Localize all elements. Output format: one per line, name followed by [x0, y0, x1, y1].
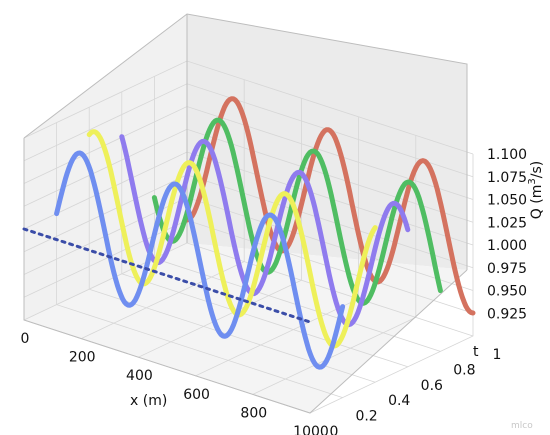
- x-tick-label: 800: [240, 405, 267, 421]
- watermark: mlco: [511, 421, 533, 431]
- z-tick-label: 1.100: [487, 147, 527, 163]
- y-tick-label: 1: [493, 347, 502, 363]
- x-axis-label: x (m): [130, 393, 167, 409]
- y-tick-label: 0.6: [421, 378, 443, 394]
- z-tick-label: 0.950: [487, 284, 527, 300]
- series-line-t-0: [22, 227, 312, 324]
- x-tick-label: 400: [126, 368, 153, 384]
- y-tick-label: 0.2: [355, 409, 377, 425]
- series-line-t-0-6: [119, 134, 411, 328]
- y-tick-label: 0: [330, 424, 339, 435]
- series-line-t-0-4: [86, 129, 378, 349]
- y-tick-label: 0.8: [453, 362, 475, 378]
- x-tick-label: 1000: [293, 424, 329, 435]
- y-gridline: [121, 91, 408, 368]
- z-axis-label: Q (m3/s): [527, 161, 545, 219]
- z-tick-label: 1.075: [487, 170, 527, 186]
- z-tick-label: 0.925: [487, 306, 527, 322]
- series-line-t-1: [184, 96, 476, 316]
- series-line-t-0-8: [151, 117, 443, 306]
- z-tick-label: 1.050: [487, 193, 527, 209]
- y-gridline: [56, 122, 343, 398]
- top-edge: [23, 13, 468, 270]
- x-tick-label: 600: [183, 387, 210, 403]
- series-lines: [22, 96, 476, 370]
- series-line-t-0-2: [54, 150, 346, 370]
- x-tick-label: 200: [69, 350, 96, 366]
- z-tick-label: 1.025: [487, 215, 527, 231]
- y-tick-label: 0.4: [388, 393, 410, 409]
- y-axis-label: t: [473, 344, 479, 360]
- x-tick-label: 0: [21, 331, 30, 347]
- z-tick-label: 1.000: [487, 238, 527, 254]
- z-tick-label: 0.975: [487, 261, 527, 277]
